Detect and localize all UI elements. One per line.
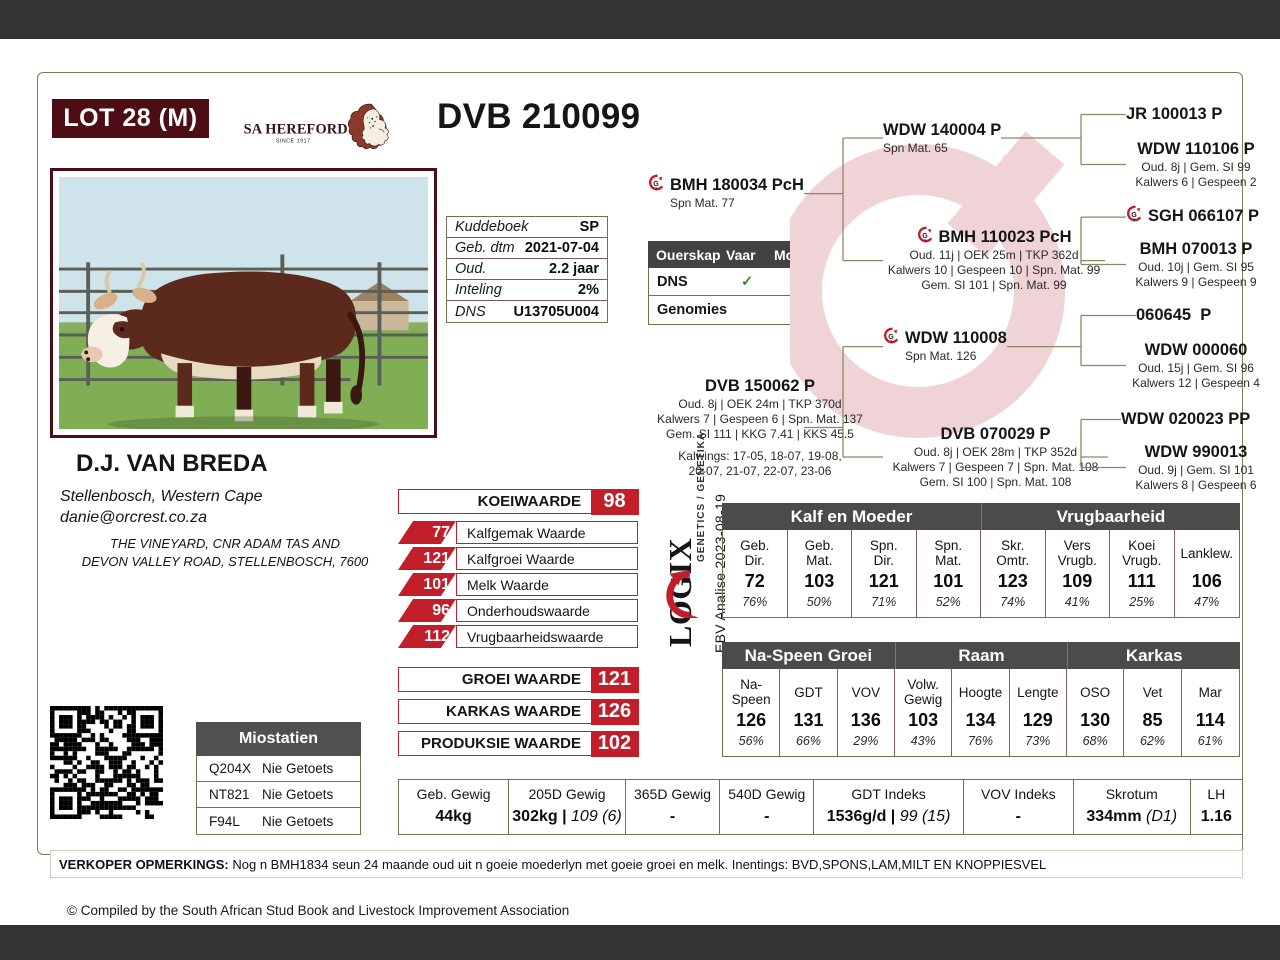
svg-text:SA HEREFORD: SA HEREFORD — [244, 122, 348, 138]
svg-text:SINCE 1917: SINCE 1917 — [276, 139, 311, 145]
